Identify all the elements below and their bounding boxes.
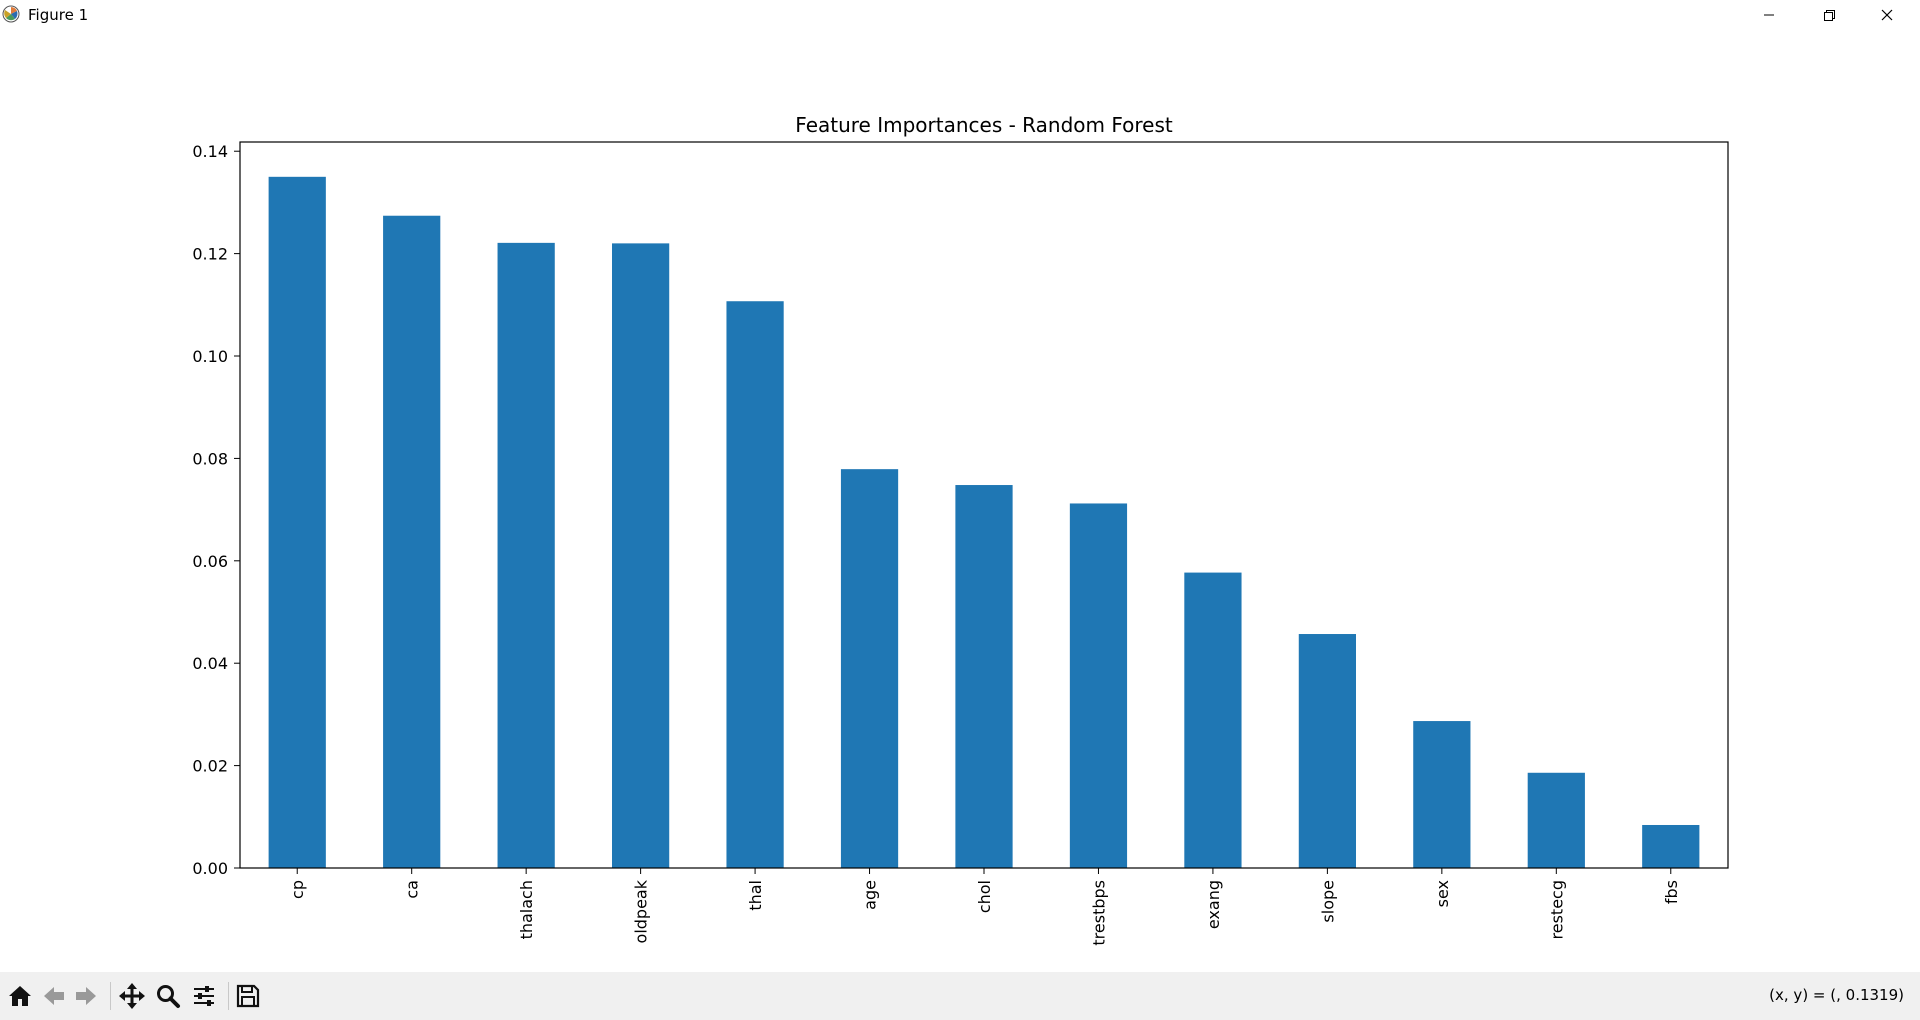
back-icon (44, 987, 64, 1005)
restore-button[interactable] (1800, 0, 1858, 29)
y-tick-label: 0.04 (192, 654, 228, 673)
x-tick-label: trestbps (1089, 880, 1108, 946)
y-tick-label: 0.14 (192, 142, 228, 161)
bar-exang (1184, 572, 1242, 868)
x-tick-label: chol (975, 880, 994, 913)
minimize-icon (1764, 14, 1774, 15)
close-icon (1881, 9, 1893, 20)
pan-button[interactable] (116, 980, 148, 1012)
bar-sex (1413, 721, 1471, 868)
bar-oldpeak (612, 243, 670, 868)
zoom-icon (157, 985, 180, 1008)
close-button[interactable] (1858, 0, 1916, 29)
bar-fbs (1642, 824, 1700, 868)
pan-icon (119, 983, 145, 1009)
bar-thal (726, 301, 784, 868)
x-tick-label: cp (288, 880, 307, 899)
bar-age (840, 469, 899, 868)
y-tick-label: 0.12 (192, 245, 228, 264)
figure-canvas[interactable]: Feature Importances - Random Forest 0.00… (0, 29, 1920, 972)
x-tick-label: thal (746, 880, 765, 911)
zoom-button[interactable] (152, 980, 184, 1012)
coordinate-readout: (x, y) = (, 0.1319) (1769, 986, 1904, 1004)
bar-cp (268, 176, 326, 868)
bar-ca (383, 215, 441, 868)
y-tick-label: 0.08 (192, 449, 228, 468)
x-tick-label: ca (403, 880, 422, 899)
y-tick-label: 0.06 (192, 552, 228, 571)
x-tick-label: slope (1318, 880, 1337, 923)
x-tick-label: restecg (1547, 880, 1566, 939)
chart-title: Feature Importances - Random Forest (795, 113, 1173, 137)
bar-chol (955, 485, 1013, 868)
bar-trestbps (1069, 503, 1128, 868)
navigation-toolbar: (x, y) = (, 0.1319) (0, 972, 1920, 1020)
home-icon (9, 986, 31, 1006)
title-bar: Figure 1 (0, 0, 1920, 29)
y-tick-label: 0.10 (192, 347, 228, 366)
restore-icon (1824, 9, 1835, 21)
bar-restecg (1527, 772, 1585, 868)
forward-button[interactable] (70, 980, 102, 1012)
x-tick-label: fbs (1662, 880, 1681, 904)
bar-thalach (497, 242, 555, 869)
window-title: Figure 1 (28, 6, 89, 24)
configure-subplots-icon (194, 986, 214, 1006)
x-tick-label: age (861, 880, 880, 910)
forward-icon (76, 987, 96, 1005)
matplotlib-logo-icon (2, 5, 20, 23)
bar-slope (1298, 634, 1356, 868)
save-button[interactable] (232, 980, 264, 1012)
back-button[interactable] (38, 980, 70, 1012)
x-tick-label: sex (1433, 880, 1452, 907)
home-button[interactable] (4, 980, 36, 1012)
toolbar-separator (228, 982, 229, 1010)
y-tick-label: 0.02 (192, 757, 228, 776)
x-tick-label: exang (1204, 880, 1223, 929)
bar-chart: Feature Importances - Random Forest 0.00… (192, 113, 1729, 946)
save-icon (236, 984, 260, 1008)
minimize-button[interactable] (1740, 0, 1798, 29)
plot-area-frame (239, 141, 1729, 869)
x-tick-label: thalach (517, 880, 536, 939)
x-tick-label: oldpeak (632, 879, 651, 943)
configure-subplots-button[interactable] (188, 980, 220, 1012)
y-tick-label: 0.00 (192, 859, 228, 878)
toolbar-separator (110, 982, 111, 1010)
